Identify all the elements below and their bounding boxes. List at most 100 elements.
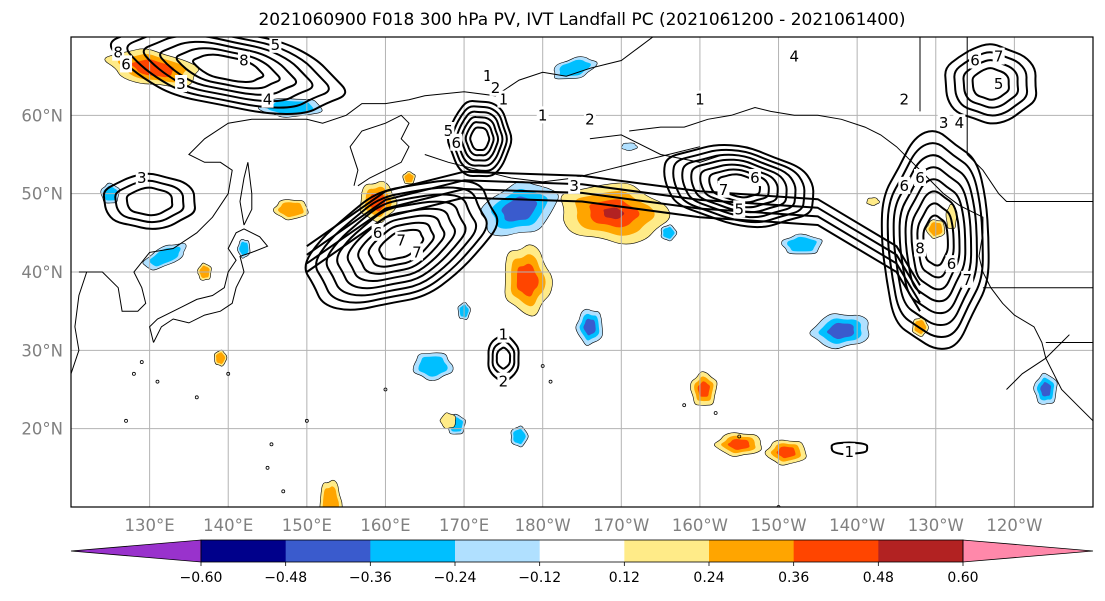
contour-label: 1 bbox=[845, 443, 855, 461]
contour-label-bg bbox=[693, 90, 706, 108]
coastline bbox=[149, 228, 269, 343]
contour-label: 3 bbox=[137, 169, 147, 187]
contour-label: 8 bbox=[239, 52, 249, 70]
pv-anomaly-patch bbox=[322, 486, 339, 507]
longitude-label: 140°E bbox=[203, 516, 253, 535]
pv-anomaly-patch bbox=[418, 356, 448, 377]
contour-label-bg bbox=[937, 114, 950, 132]
contour-label: 6 bbox=[947, 255, 957, 273]
contour-label: 5 bbox=[444, 122, 454, 140]
colorbar-segment bbox=[709, 540, 795, 562]
contour-label: 4 bbox=[955, 114, 965, 132]
island bbox=[540, 364, 545, 368]
pv-anomaly-patch bbox=[826, 322, 855, 340]
contour-label-bg bbox=[135, 169, 148, 186]
colorbar-tick-label: 0.24 bbox=[693, 570, 724, 586]
ivt-contour-line bbox=[892, 154, 978, 327]
colorbar-tick-label: −0.12 bbox=[518, 570, 561, 586]
contour-label: 7 bbox=[396, 232, 406, 250]
contour-label-bg bbox=[945, 255, 958, 273]
contour-label-bg bbox=[395, 231, 408, 249]
contour-label-bg bbox=[748, 169, 761, 186]
ivt-contour-line bbox=[306, 196, 921, 312]
contour-label-bg bbox=[961, 270, 974, 288]
island bbox=[139, 360, 144, 364]
contour-label-bg bbox=[410, 243, 423, 261]
ivt-contour-line bbox=[126, 37, 330, 109]
contour-label-bg bbox=[237, 51, 250, 69]
contour-label: 4 bbox=[263, 91, 273, 109]
ivt-contour-line bbox=[336, 200, 467, 290]
pv-anomaly-patch bbox=[404, 173, 414, 183]
contour-label-bg bbox=[992, 47, 1005, 65]
coastline bbox=[589, 134, 724, 163]
pv-anomaly-patch bbox=[501, 196, 538, 222]
contour-label-bg bbox=[583, 110, 596, 128]
ivt-contour-line bbox=[690, 158, 788, 214]
colorbar-segment bbox=[878, 540, 964, 562]
ivt-contour-line bbox=[142, 37, 314, 103]
ivt-contour-line bbox=[672, 148, 806, 224]
coastline bbox=[78, 37, 654, 312]
contour-label: 8 bbox=[915, 240, 925, 258]
contour-label: 1 bbox=[695, 91, 705, 109]
pv-anomaly-patch bbox=[559, 59, 591, 77]
ivt-contour-line bbox=[315, 186, 488, 304]
contour-label: 7 bbox=[412, 243, 422, 261]
ivt-contour-line bbox=[446, 100, 513, 178]
ivt-contour-line bbox=[125, 186, 174, 217]
colorbar-extend-low bbox=[70, 539, 202, 563]
ivt-contour-line bbox=[904, 178, 967, 303]
contour-label: 4 bbox=[789, 48, 799, 66]
island bbox=[713, 411, 718, 415]
ivt-contours bbox=[102, 37, 1038, 456]
map-frame bbox=[70, 36, 1094, 508]
ivt-contour-line bbox=[357, 214, 446, 275]
pv-anomaly-patch bbox=[697, 381, 710, 397]
pv-anomaly-patch bbox=[215, 352, 226, 365]
island bbox=[124, 418, 128, 423]
contour-label-bg bbox=[914, 239, 927, 257]
coastline bbox=[349, 114, 410, 187]
ivt-contour-line bbox=[325, 193, 478, 297]
colorbar-segment bbox=[285, 540, 371, 562]
contour-label-bg bbox=[568, 176, 581, 194]
latitude-label: 60°N bbox=[21, 106, 63, 125]
longitude-label: 160°E bbox=[360, 516, 410, 535]
contour-label: 6 bbox=[970, 52, 980, 70]
contour-label: 7 bbox=[994, 48, 1004, 66]
contour-label: 5 bbox=[994, 75, 1004, 93]
longitude-label: 130°E bbox=[125, 516, 175, 535]
coastlines bbox=[71, 37, 1093, 507]
contour-label-bg bbox=[843, 443, 856, 461]
contour-label-bg bbox=[371, 223, 384, 241]
contour-label: 2 bbox=[900, 91, 910, 109]
pv-anomaly-patch bbox=[278, 202, 304, 218]
colorbar-segment bbox=[370, 540, 456, 562]
longitude-label: 180°W bbox=[515, 516, 571, 535]
contour-label-bg bbox=[175, 75, 188, 92]
contour-label-bg bbox=[733, 200, 746, 218]
pv-anomaly-patch bbox=[239, 241, 249, 256]
latitude-labels: 60°N 50°N 40°N 30°N 20°N bbox=[21, 106, 63, 438]
contour-label: 1 bbox=[483, 67, 493, 85]
ivt-contour-line bbox=[306, 179, 921, 295]
ivt-contour-line bbox=[464, 121, 495, 157]
island bbox=[304, 418, 309, 423]
latitude-label: 20°N bbox=[21, 420, 63, 439]
contour-label: 6 bbox=[373, 224, 383, 242]
contour-label: 6 bbox=[915, 169, 925, 187]
contour-label: 5 bbox=[734, 200, 744, 218]
pv-anomaly-patch bbox=[603, 207, 625, 220]
contour-label: 3 bbox=[939, 114, 949, 132]
contour-label-bg bbox=[788, 47, 801, 65]
pv-anomaly-patch bbox=[1040, 381, 1052, 397]
coastline bbox=[71, 271, 88, 375]
contour-label: 2 bbox=[499, 373, 509, 391]
longitude-label: 160°W bbox=[672, 516, 728, 535]
colorbar-tick-label: 0.12 bbox=[609, 570, 640, 586]
contour-label: 1 bbox=[538, 106, 548, 124]
ivt-contour-line bbox=[102, 172, 196, 230]
island bbox=[383, 387, 388, 392]
